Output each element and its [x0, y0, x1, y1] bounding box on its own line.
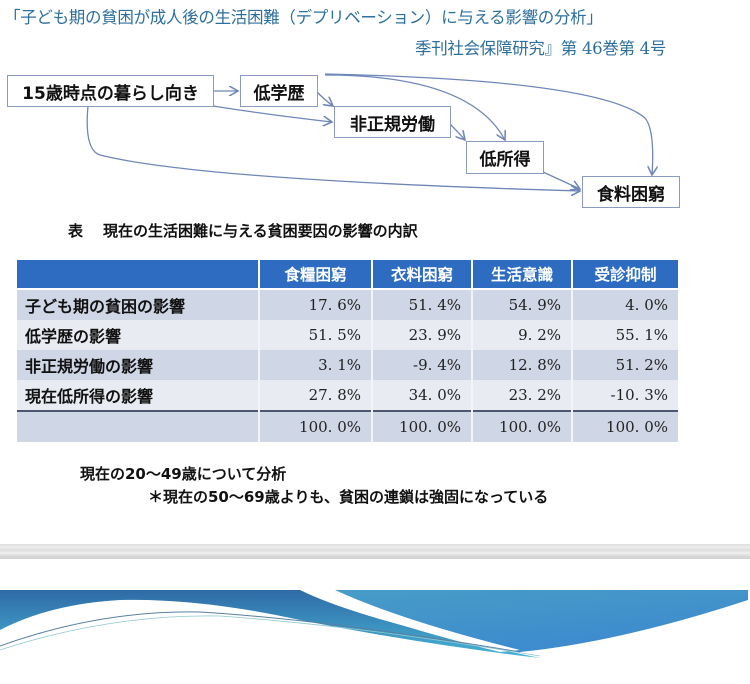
column-header-medical-restraint: 受診抑制: [571, 260, 678, 290]
node-non-regular-work: 非正規労働: [334, 106, 451, 138]
column-header-clothing: 衣料困窮: [371, 260, 472, 290]
table-caption: 表 現在の生活困難に与える貧困要因の影響の内訳: [68, 220, 418, 241]
slide-divider: [0, 544, 750, 559]
cell-value: 51. 5%: [258, 320, 372, 350]
cell-value: 23. 2%: [471, 380, 572, 411]
table-caption-prefix: 表: [68, 222, 84, 240]
node-low-income: 低所得: [466, 141, 544, 174]
total-value: 100. 0%: [471, 410, 572, 442]
node-low-education: 低学歴: [240, 75, 318, 107]
table-row: 現在低所得の影響 27. 8% 34. 0% 23. 2% -10. 3%: [17, 380, 678, 411]
edge-education-to-nonregular: [316, 91, 333, 106]
total-value: 100. 0%: [571, 410, 678, 442]
cell-value: -9. 4%: [371, 350, 472, 380]
edge-living-to-food: [86, 105, 580, 191]
cell-value: 27. 8%: [258, 380, 372, 411]
cell-value: 12. 8%: [471, 350, 572, 380]
table-total-row: 100. 0% 100. 0% 100. 0% 100. 0%: [17, 410, 678, 442]
cell-value: 3. 1%: [258, 350, 372, 380]
path-diagram-edges: [86, 73, 750, 215]
cell-value: 51. 4%: [371, 289, 472, 320]
cell-value: 23. 9%: [371, 320, 472, 350]
analysis-note: 現在の20〜49歳について分析: [80, 465, 287, 483]
citation-source: 季刊社会保障研究』第 46巻第 4号: [415, 39, 667, 58]
table-row: 非正規労働の影響 3. 1% -9. 4% 12. 8% 51. 2%: [17, 350, 678, 380]
table-caption-text: 現在の生活困難に与える貧困要因の影響の内訳: [103, 222, 418, 240]
row-label: 低学歴の影響: [17, 320, 259, 350]
row-label: 非正規労働の影響: [17, 350, 259, 380]
edge-education-to-income: [324, 74, 505, 140]
cell-value: -10. 3%: [571, 380, 678, 411]
column-header-food: 食糧困窮: [258, 260, 372, 290]
row-label: 現在低所得の影響: [17, 380, 259, 411]
cell-value: 9. 2%: [471, 320, 572, 350]
node-living-at-15: 15歳時点の暮らし向き: [7, 75, 214, 107]
column-header-blank: [17, 260, 259, 290]
node-food-poverty: 食料困窮: [582, 176, 680, 208]
edge-nonregular-to-income: [449, 123, 465, 140]
row-label: [17, 410, 259, 442]
cell-value: 54. 9%: [471, 289, 572, 320]
cell-value: 17. 6%: [258, 289, 372, 320]
cell-value: 34. 0%: [371, 380, 472, 411]
wave-banner-decoration: [0, 590, 748, 658]
citation-title: 「子ども期の貧困が成人後の生活困難（デプリベーション）に与える影響の分析」: [4, 8, 603, 27]
row-label: 子ども期の貧困の影響: [17, 289, 259, 320]
edge-income-to-food: [542, 171, 580, 189]
table-header-row: 食糧困窮 衣料困窮 生活意識 受診抑制: [17, 260, 678, 290]
column-header-living-awareness: 生活意識: [471, 260, 572, 290]
table-row: 子ども期の貧困の影響 17. 6% 51. 4% 54. 9% 4. 0%: [17, 289, 678, 320]
table-row: 低学歴の影響 51. 5% 23. 9% 9. 2% 55. 1%: [17, 320, 678, 350]
edge-living-to-nonregular: [212, 105, 332, 122]
cell-value: 4. 0%: [571, 289, 678, 320]
cell-value: 55. 1%: [571, 320, 678, 350]
edge-education-to-food: [324, 73, 653, 175]
total-value: 100. 0%: [371, 410, 472, 442]
poverty-factor-table: 食糧困窮 衣料困窮 生活意識 受診抑制 子ども期の貧困の影響 17. 6% 51…: [17, 260, 678, 442]
total-value: 100. 0%: [258, 410, 372, 442]
analysis-footnote: ＊現在の50〜69歳よりも、貧困の連鎖は強固になっている: [148, 488, 549, 506]
cell-value: 51. 2%: [571, 350, 678, 380]
